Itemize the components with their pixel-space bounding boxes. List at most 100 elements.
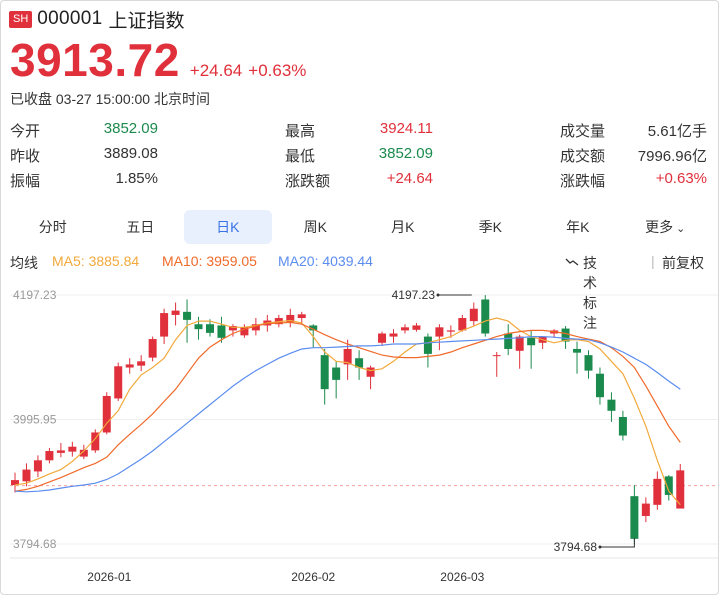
candle-body	[102, 395, 111, 433]
candle	[137, 355, 146, 372]
candle	[22, 463, 31, 487]
candle	[584, 350, 593, 379]
candle	[125, 358, 134, 374]
ma20-value: MA20: 4039.44	[278, 253, 373, 269]
candle-body	[481, 299, 490, 334]
candle-body	[183, 311, 192, 320]
candle	[160, 308, 169, 345]
candle	[366, 365, 375, 390]
candle-body	[343, 348, 352, 365]
candle-body	[446, 330, 455, 332]
candle-body	[584, 355, 593, 371]
candle	[389, 329, 398, 343]
stats-grid: 今开 3852.09 最高 3924.11 成交量 5.61亿手 昨收 3889…	[10, 118, 710, 193]
x-axis-label: 2026-03	[440, 570, 484, 584]
y-axis-label-mid: 3995.95	[13, 413, 57, 427]
tab-monthly-k[interactable]: 月K	[391, 219, 415, 235]
price-change: +24.64	[189, 61, 243, 80]
candle-body	[45, 451, 54, 461]
candle-body	[607, 399, 616, 411]
market-badge: SH	[9, 10, 33, 28]
tab-more[interactable]: 更多 ⌄	[622, 210, 710, 244]
candle	[653, 471, 662, 510]
candle	[435, 324, 444, 351]
annotation-icon	[565, 258, 579, 266]
candle	[412, 322, 421, 332]
candle	[573, 341, 582, 374]
tab-yearly-k[interactable]: 年K	[566, 219, 590, 235]
candle	[11, 472, 19, 493]
candle-body	[194, 324, 203, 330]
stats-row: 昨收 3889.08 最低 3852.09 成交额 7996.96亿	[10, 143, 710, 168]
x-axis-label: 2026-02	[291, 570, 335, 584]
candle	[171, 302, 180, 326]
high-value: 3924.11	[379, 120, 433, 137]
candle-body	[458, 318, 467, 331]
candle-body	[676, 470, 685, 509]
tab-weekly-k[interactable]: 周K	[303, 219, 327, 235]
price-change-percent: +0.63%	[248, 61, 307, 80]
volume-value: 5.61亿手	[647, 123, 707, 140]
candle	[504, 324, 513, 356]
candle	[183, 299, 192, 343]
amplitude-value: 1.85%	[115, 170, 158, 187]
candle-body	[412, 325, 421, 330]
candle-body	[68, 446, 77, 452]
candle	[114, 362, 123, 401]
x-axis-label: 2026-01	[87, 570, 131, 584]
candle-body	[217, 325, 226, 338]
candle-body	[251, 324, 260, 331]
candle	[607, 392, 616, 422]
tab-five-day[interactable]: 五日	[126, 219, 155, 235]
kline-chart: 4197.23 3995.95 3794.68 4197.23 3794.68 …	[10, 288, 718, 584]
min-annotation-dot	[598, 545, 602, 549]
candle-body	[286, 314, 295, 323]
stock-header: SH 000001 上证指数	[9, 8, 185, 32]
candle	[400, 324, 409, 334]
candle-body	[79, 449, 88, 457]
stock-code: 000001	[37, 8, 103, 29]
candle-body	[630, 496, 639, 539]
adjust-button[interactable]: 前复权	[662, 255, 704, 271]
chart-grid	[10, 294, 718, 559]
candle	[664, 475, 673, 501]
candle-body	[435, 327, 444, 337]
tech-annotation-toggle[interactable]: 技术标注	[565, 253, 597, 331]
ma5-line	[14, 317, 681, 506]
low-label: 最低	[285, 148, 316, 165]
tab-more-label: 更多	[645, 219, 674, 235]
candle-body	[309, 325, 318, 331]
candle	[343, 339, 352, 380]
candle	[56, 442, 65, 458]
tab-intraday[interactable]: 分时	[38, 219, 67, 235]
tab-quarterly-k[interactable]: 季K	[478, 219, 502, 235]
candle	[45, 447, 54, 464]
min-annotation-label: 3794.68	[554, 540, 598, 554]
candle-body	[160, 313, 169, 337]
candle-body	[297, 314, 306, 319]
candle-body	[515, 336, 524, 351]
candles	[11, 295, 685, 544]
candle-body	[171, 310, 180, 315]
candle	[286, 308, 295, 328]
candle-body	[11, 480, 19, 486]
candle	[102, 392, 111, 435]
candle-body	[561, 328, 570, 342]
market-status: 已收盘 03-27 15:00:00 北京时间	[10, 91, 210, 107]
candle-body	[504, 333, 513, 349]
candle-body	[332, 367, 341, 380]
candle-body	[641, 503, 650, 516]
ma-lines	[14, 317, 681, 506]
candle-body	[423, 336, 432, 354]
candle-body	[240, 327, 249, 336]
candle-body	[469, 308, 478, 322]
candle-body	[137, 361, 146, 366]
tab-daily-k[interactable]: 日K	[184, 210, 272, 244]
candle-body	[527, 337, 536, 346]
candle	[458, 314, 467, 332]
candle	[240, 324, 249, 338]
candle-body	[22, 469, 31, 482]
candle	[676, 464, 685, 509]
x-axis: 2026-01 2026-02 2026-03	[87, 570, 484, 584]
candle	[641, 497, 650, 523]
